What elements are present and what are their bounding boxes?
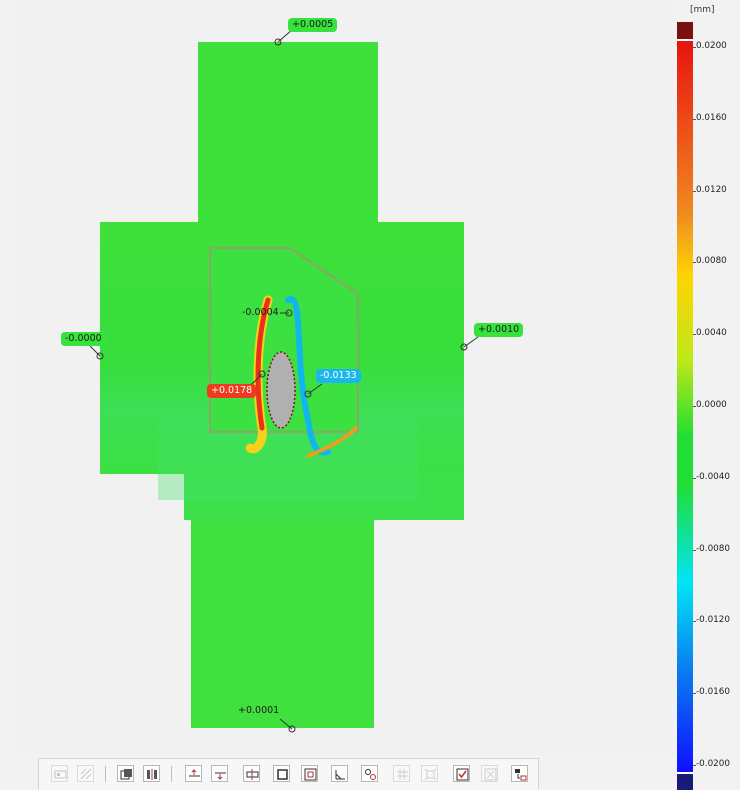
arrange-button[interactable]	[511, 765, 528, 782]
deviation-color-map[interactable]	[18, 0, 673, 756]
align-up-icon	[189, 769, 200, 777]
color-scale-tick-mark	[693, 621, 696, 623]
link-button[interactable]	[361, 765, 378, 782]
align-up-button[interactable]	[185, 765, 202, 782]
view-toolbar	[38, 758, 539, 789]
positive-deviation-band	[255, 297, 271, 431]
toolbar-separator	[105, 766, 106, 782]
color-scale-tick-label: -0.0080	[696, 543, 730, 554]
angle-icon	[335, 770, 345, 780]
color-scale-tick-label: 0.0200	[696, 41, 727, 51]
color-scale-tick-label: -0.0120	[696, 615, 730, 626]
inner-frame-icon	[304, 768, 317, 781]
checkbox-icon	[456, 768, 469, 781]
section-button[interactable]	[243, 765, 260, 782]
arrange-icon	[515, 769, 527, 781]
split-view-icon	[147, 769, 157, 780]
hatch-icon-button[interactable]	[77, 765, 94, 782]
color-scale-tick-mark	[693, 47, 696, 48]
measurement-callout-min[interactable]: -0.0133	[316, 369, 361, 383]
section-icon	[246, 769, 259, 780]
excluded-hole	[266, 351, 296, 429]
link-icon	[365, 769, 376, 780]
color-scale-tick-label: 0.0000	[696, 400, 727, 410]
angle-button[interactable]	[331, 765, 348, 782]
copy-view-icon	[120, 769, 132, 780]
bounds-icon	[424, 768, 437, 781]
color-scale-tick-label: 0.0080	[696, 256, 727, 267]
view-icon	[54, 770, 67, 779]
color-scale-tick-mark	[693, 262, 696, 264]
deviation-viewport[interactable]: +0.0005 -0.0000 +0.0010 -0.0004 +0.0178 …	[18, 0, 673, 756]
color-scale-tick-mark	[693, 406, 696, 407]
color-scale-unit: [mm]	[690, 5, 715, 15]
color-scale-tick-mark	[693, 477, 696, 479]
check-button[interactable]	[453, 765, 470, 782]
align-down-button[interactable]	[211, 765, 228, 782]
align-down-icon	[215, 772, 226, 780]
color-scale-bar	[677, 22, 693, 790]
toolbar-separator	[171, 766, 172, 782]
grid-icon	[397, 769, 408, 780]
measurement-callout-bottom[interactable]: +0.0001	[238, 705, 280, 716]
color-scale-tick-label: -0.0200	[696, 759, 730, 769]
color-scale-tick-label: 0.0040	[696, 328, 727, 339]
color-scale-tick-label: -0.0160	[696, 687, 730, 698]
color-scale-tick-mark	[693, 693, 696, 695]
color-scale-tick-label: -0.0040	[696, 471, 730, 482]
uncheck-button[interactable]	[481, 765, 498, 782]
color-scale-tick-mark	[693, 549, 696, 551]
frame-icon	[277, 769, 288, 780]
measurement-callout-left[interactable]: -0.0000	[61, 332, 106, 346]
color-scale-tick-mark	[693, 118, 696, 120]
hatch-icon	[80, 768, 92, 780]
measurement-callout-right[interactable]: +0.0010	[474, 323, 524, 337]
split-view-button[interactable]	[143, 765, 160, 782]
measurement-callout-max[interactable]: +0.0178	[207, 384, 257, 398]
view-icon-button[interactable]	[51, 765, 68, 782]
color-scale-tick-label: 0.0160	[696, 112, 727, 123]
color-scale-tick-mark	[693, 765, 696, 766]
color-scale-tick-mark	[693, 190, 696, 192]
measurement-callout-center[interactable]: -0.0004	[242, 307, 279, 318]
color-scale-tick-mark	[693, 334, 696, 336]
measurement-callout-top[interactable]: +0.0005	[288, 18, 338, 32]
inner-frame-button[interactable]	[301, 765, 318, 782]
frame-button[interactable]	[273, 765, 290, 782]
uncheck-icon	[484, 768, 497, 781]
bounds-button[interactable]	[421, 765, 438, 782]
color-scale-tick-label: 0.0120	[696, 184, 727, 195]
copy-view-button[interactable]	[117, 765, 134, 782]
grid-button[interactable]	[393, 765, 410, 782]
callout-leaders	[89, 28, 479, 733]
